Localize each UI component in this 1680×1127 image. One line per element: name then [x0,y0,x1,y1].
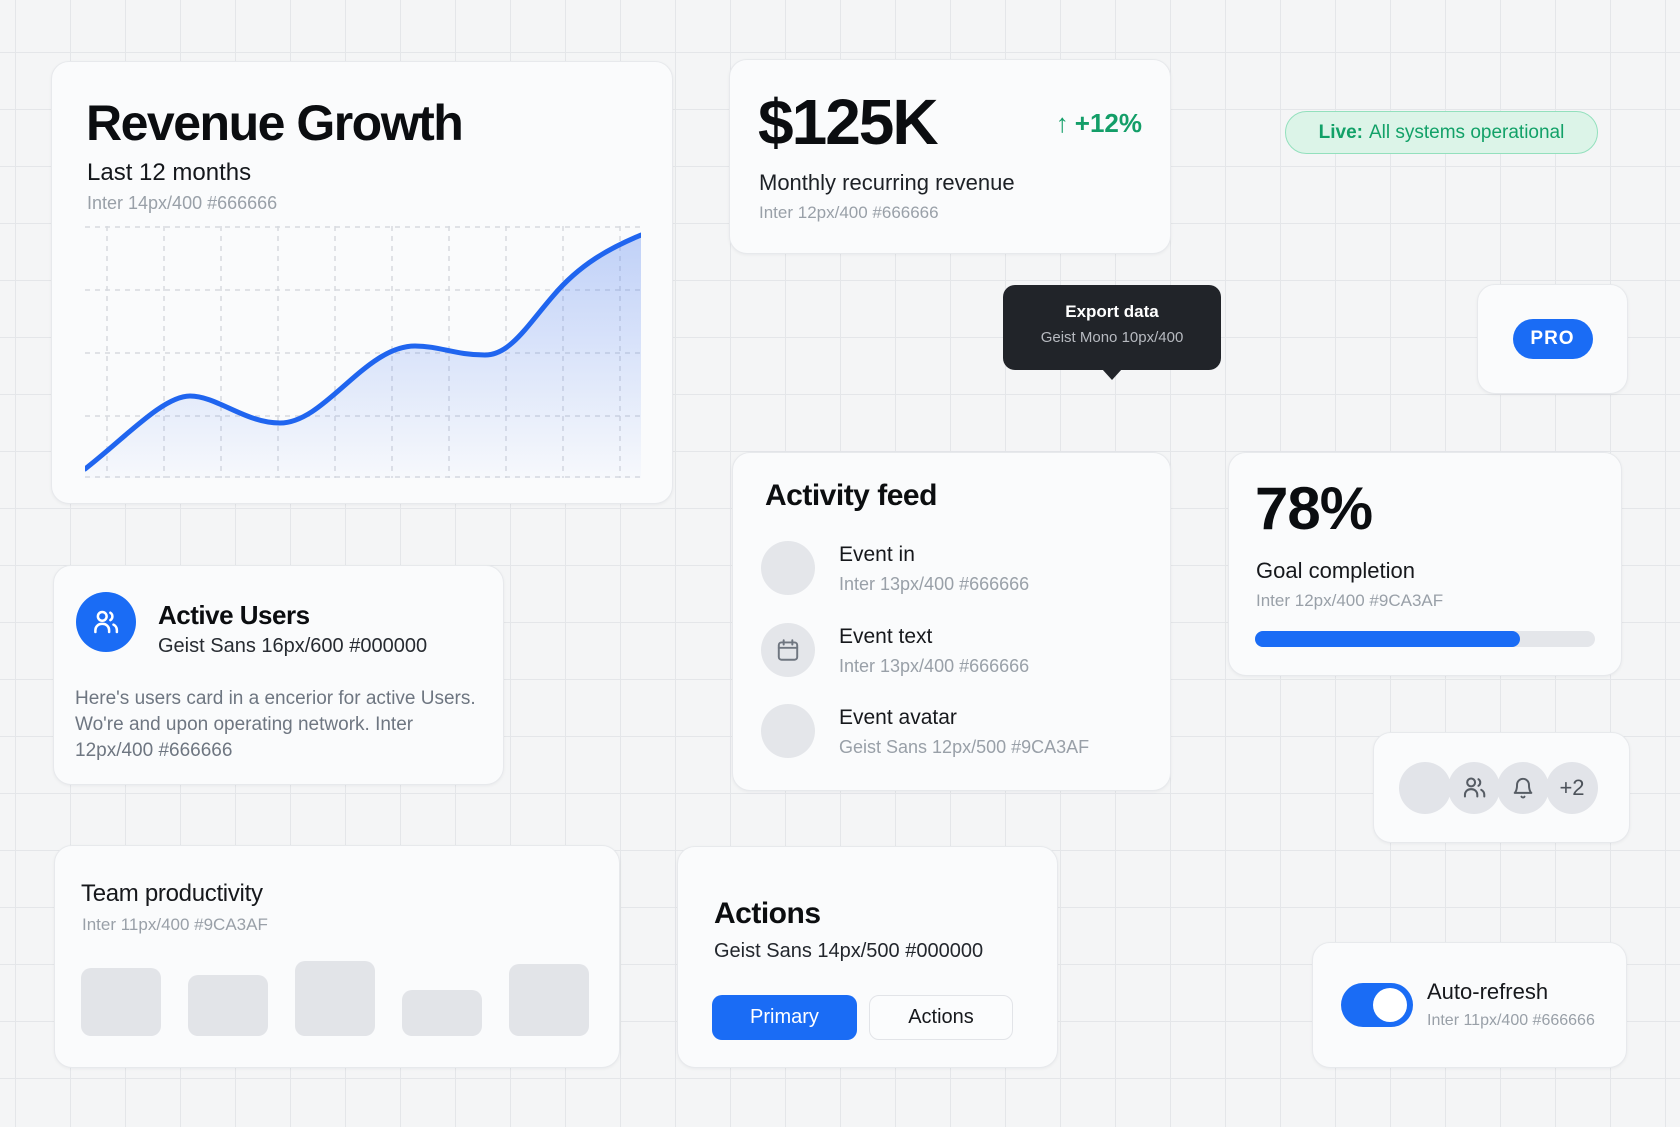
mrr-card: $125K ↑ +12% Monthly recurring revenue In… [729,59,1171,254]
goal-progress-fill [1255,631,1521,647]
goal-label: Goal completion [1256,558,1415,583]
pro-badge: PRO [1512,319,1593,359]
revenue-line-chart [85,226,641,478]
primary-button[interactable]: Primary [712,995,857,1040]
team-bar [509,964,589,1036]
chart-line [85,232,641,472]
team-bar [81,968,161,1036]
team-productivity-title: Team productivity [81,880,263,907]
activity-row-title: Event text [839,625,933,648]
active-users-body: Here's users card in a encerior for acti… [75,688,476,761]
mrr-value: $125K [758,86,939,158]
mrr-spec: Inter 12px/400 #666666 [759,203,939,222]
tooltip-spec: Geist Mono 10px/400 [1040,329,1184,346]
auto-refresh-card: Auto-refresh Inter 11px/400 #666666 [1312,942,1627,1068]
avatar[interactable] [1399,761,1451,814]
pro-badge-card: PRO [1477,284,1628,394]
auto-refresh-spec: Inter 11px/400 #666666 [1427,1012,1595,1029]
actions-title: Actions [714,897,821,930]
activity-row-spec: Inter 13px/400 #666666 [839,574,1030,594]
team-bar [402,990,482,1036]
revenue-card-title: Revenue Growth [86,95,464,151]
team-bars [81,961,589,1036]
actions-button-row: Primary Actions [712,995,1013,1040]
goal-progress-track [1255,631,1595,647]
auto-refresh-label: Auto-refresh [1427,979,1549,1004]
toggle-knob [1373,988,1407,1022]
actions-card: Actions Geist Sans 14px/500 #000000 Prim… [677,846,1058,1068]
activity-row: Event text Inter 13px/400 #666666 [761,623,1029,677]
activity-feed-card: Activity feed Event in Inter 13px/400 #6… [732,452,1171,791]
activity-feed-title: Activity feed [765,479,937,512]
live-badge-prefix: Live: [1318,121,1363,143]
team-productivity-spec: Inter 11px/400 #9CA3AF [82,915,268,934]
goal-completion-card: 78% Goal completion Inter 12px/400 #9CA3… [1228,452,1622,676]
team-bar [188,975,268,1036]
auto-refresh-toggle[interactable] [1341,983,1413,1027]
users-icon [1463,777,1485,798]
active-users-title: Active Users [158,600,310,630]
activity-row-spec: Geist Sans 12px/500 #9CA3AF [839,737,1090,757]
active-users-spec: Geist Sans 16px/600 #000000 [158,635,428,657]
event-avatar-placeholder [761,704,815,758]
actions-spec: Geist Sans 14px/500 #000000 [714,940,984,962]
up-arrow-icon: ↑ [1055,108,1069,138]
revenue-card-subtitle: Last 12 months [87,159,252,186]
activity-row-title: Event in [839,543,915,566]
bell-icon [1513,777,1533,799]
activity-row: Event avatar Geist Sans 12px/500 #9CA3AF [761,704,1089,758]
export-data-tooltip: Export data Geist Mono 10px/400 [1003,285,1221,380]
mrr-delta: ↑ +12% [1056,108,1142,139]
active-users-card: Active Users Geist Sans 16px/600 #000000… [53,565,504,785]
event-avatar-placeholder [761,541,815,595]
tooltip-title: Export data [1065,302,1159,321]
live-status-badge: Live: All systems operational [1285,111,1598,154]
team-productivity-card: Team productivity Inter 11px/400 #9CA3AF [54,845,620,1068]
users-icon [94,610,119,634]
avatar[interactable] [1497,761,1549,814]
goal-spec: Inter 12px/400 #9CA3AF [1256,591,1444,610]
mrr-label: Monthly recurring revenue [759,170,1015,195]
active-users-icon-circle [76,592,136,652]
team-bar [295,961,375,1036]
goal-percent-value: 78% [1255,475,1373,542]
actions-button[interactable]: Actions [869,995,1013,1040]
activity-row-spec: Inter 13px/400 #666666 [839,656,1030,676]
mrr-delta-value: +12% [1074,108,1142,138]
avatar-group-card: +2 [1373,732,1630,843]
revenue-growth-card: Revenue Growth Last 12 months Inter 14px… [51,61,673,504]
activity-row: Event in Inter 13px/400 #666666 [761,541,1029,595]
live-badge-text: All systems operational [1368,121,1565,143]
revenue-card-spec: Inter 14px/400 #666666 [87,193,278,213]
avatar[interactable] [1448,761,1500,814]
calendar-avatar [761,623,815,677]
chart-area [85,235,641,478]
calendar-icon [777,639,799,661]
avatar-more-label: +2 [1559,774,1585,800]
avatar-more[interactable]: +2 [1546,761,1598,814]
activity-row-title: Event avatar [839,706,957,729]
